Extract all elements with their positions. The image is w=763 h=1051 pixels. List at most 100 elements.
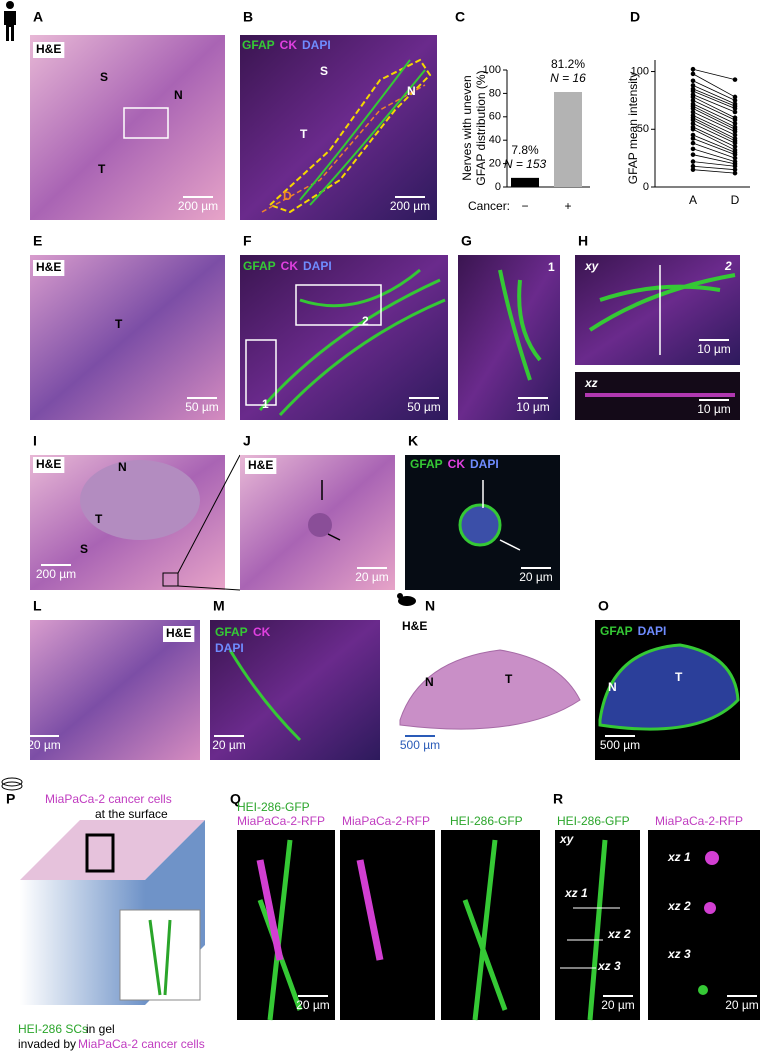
gfap-signal [462, 839, 508, 1021]
y-tick-label: 0 [643, 181, 649, 193]
dish-icon [1, 781, 23, 791]
x-tick-label: + [564, 199, 571, 213]
stain-label: GFAP [243, 259, 276, 273]
pair-line [692, 154, 736, 165]
x-tick-label: − [521, 199, 528, 213]
inset-box [85, 833, 115, 873]
point [690, 136, 696, 141]
label-box [33, 42, 65, 58]
scale-label: 500 µm [600, 738, 640, 752]
pair-line [692, 115, 736, 136]
label: 2 [362, 314, 369, 328]
point [690, 121, 696, 126]
gfap-signal [587, 839, 608, 1021]
pair-line [692, 68, 736, 81]
annotation: N = 16 [550, 71, 586, 85]
label: MiaPaCa-2-RFP [655, 814, 743, 828]
panel-letter: F [243, 233, 252, 249]
gfap-signal [299, 59, 426, 206]
point [690, 66, 696, 72]
image-h-xy [575, 255, 740, 365]
point [732, 77, 738, 82]
stain-label: GFAP [215, 625, 248, 639]
label: xz 1 [667, 850, 691, 864]
rfp-signal [356, 859, 384, 961]
label: in gel [86, 1022, 115, 1036]
pair-line [692, 96, 736, 119]
icons [1, 1, 416, 791]
panel-letter: N [425, 598, 435, 614]
point [690, 167, 696, 172]
pair-line [692, 165, 736, 171]
arrow [321, 480, 341, 541]
point [732, 94, 738, 100]
pair-line [692, 126, 736, 147]
stain-label: GFAP [242, 38, 275, 52]
label: T [505, 672, 513, 686]
panel-letter: H [578, 233, 588, 249]
value-label: 7.8% [511, 143, 539, 157]
gfap-signal [258, 268, 446, 417]
label: H&E [402, 619, 427, 633]
pair-line [692, 169, 736, 174]
point [732, 117, 738, 123]
label: T [95, 512, 103, 526]
scale-label: 20 µm [601, 998, 635, 1012]
inset-box [295, 284, 382, 326]
y-tick-label: 80 [489, 87, 501, 99]
point [690, 117, 696, 123]
point [690, 126, 696, 132]
pair-line [692, 134, 736, 153]
label: 2 [724, 259, 732, 273]
label: H&E [36, 260, 61, 274]
scale-label: 50 µm [185, 400, 219, 414]
pair-line [692, 161, 736, 167]
images [20, 35, 760, 1021]
image-n [399, 649, 581, 730]
scale-label: 20 µm [355, 570, 389, 584]
y-tick-label: 50 [637, 123, 649, 135]
stain-label: DAPI [302, 38, 331, 52]
label: T [115, 317, 123, 331]
y-tick-label: 20 [489, 158, 501, 170]
label: MiaPaCa-2 cancer cells [78, 1037, 205, 1051]
image-f [240, 255, 448, 420]
label: H&E [166, 626, 191, 640]
panel-letter: L [33, 598, 42, 614]
scale-label: 20 µm [212, 738, 246, 752]
panel-letter: G [461, 233, 472, 249]
scale-label: 20 µm [725, 998, 759, 1012]
panel-letter: I [33, 433, 37, 449]
point [690, 109, 696, 115]
scale-label: 200 µm [36, 567, 76, 581]
label: S [320, 64, 328, 78]
panel-letter: K [408, 433, 418, 449]
zoom-line [177, 585, 241, 591]
label: 1 [262, 397, 269, 411]
point [732, 121, 738, 126]
image-q2 [340, 830, 435, 1020]
label: MiaPaCa-2-RFP [237, 814, 325, 828]
scale-label: 20 µm [519, 570, 553, 584]
bar [511, 177, 539, 187]
label: xz 3 [597, 959, 621, 973]
label: xy [559, 832, 575, 846]
label-box [33, 457, 65, 473]
point [690, 83, 696, 88]
point [732, 163, 738, 169]
point [732, 98, 738, 103]
y-axis-label: GFAP distribution (%) [474, 70, 488, 185]
label: xy [584, 259, 600, 273]
gfap-signal [228, 649, 302, 742]
label: N [608, 680, 617, 694]
panel-letter: B [243, 9, 253, 25]
annotation: N = 153 [504, 157, 547, 171]
label: xz 2 [667, 899, 691, 913]
inset-box [245, 339, 277, 406]
panel-letter: Q [230, 791, 241, 807]
label: T [675, 670, 683, 684]
panel-letter: M [213, 598, 225, 614]
scale-label: 50 µm [407, 400, 441, 414]
scale-label: 200 µm [178, 199, 218, 213]
